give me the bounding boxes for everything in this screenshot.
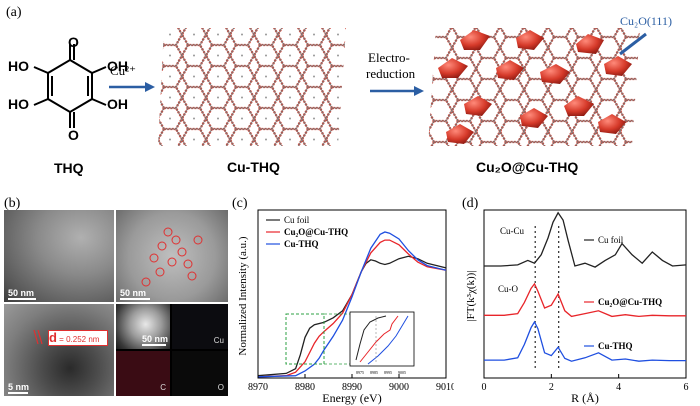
tem-image-1: 50 nm bbox=[4, 210, 114, 302]
xanes-chart: 8970 8980 8990 9000 9010 Energy (eV) Normali… bbox=[237, 209, 454, 405]
map-cu-label: Cu bbox=[213, 336, 224, 345]
electro-label-1: Electro- bbox=[368, 50, 410, 65]
exafs-legend-1: Cu₂O@Cu-THQ bbox=[598, 297, 662, 307]
exafs-ylabel: |FT(k³χ(k))| bbox=[465, 270, 477, 321]
arrow-cu bbox=[109, 82, 155, 92]
xanes-tick-label-3: 9000 bbox=[389, 382, 409, 393]
inset-curve-foil bbox=[355, 315, 387, 361]
inset-tick-0: 8975 bbox=[356, 370, 364, 375]
thq-molecule bbox=[33, 44, 107, 128]
exafs-series-0 bbox=[484, 211, 687, 268]
xanes-tick-label-4: 9010 bbox=[436, 382, 454, 393]
product-label: Cu₂O@Cu-THQ bbox=[476, 159, 579, 175]
zoom-box bbox=[285, 313, 325, 365]
cu2o-cu-thq-framework bbox=[428, 28, 647, 146]
panel-a-label: (a) bbox=[6, 5, 22, 20]
exafs-xlabel: R (Å) bbox=[571, 391, 599, 405]
exafs-tick-label-2: 4 bbox=[616, 382, 621, 393]
xanes-tick-label-0: 8970 bbox=[248, 382, 268, 393]
xanes-legend-2: Cu-THQ bbox=[284, 239, 319, 249]
inset-curves bbox=[355, 315, 409, 365]
cu-ion-label: Cu²⁺ bbox=[110, 63, 136, 78]
exafs-tick-label-3: 6 bbox=[684, 382, 689, 393]
exafs-chart: 0 2 4 6 R (Å) |FT(k³χ(k))| Cu-Cu Cu-O Cu fo… bbox=[465, 209, 689, 405]
thq-label: THQ bbox=[54, 160, 84, 176]
exafs-legend: Cu foil Cu₂O@Cu-THQ Cu-THQ bbox=[584, 235, 662, 351]
xanes-legend-1: Cu₂O@Cu-THQ bbox=[284, 227, 348, 237]
mol-ho-bottom: HO bbox=[8, 96, 29, 112]
exafs-tick-label-1: 2 bbox=[549, 382, 554, 393]
cu2o-particles bbox=[438, 30, 632, 144]
panel-d-label: (d) bbox=[462, 196, 479, 211]
panel-c-label: (c) bbox=[232, 196, 248, 211]
scalebar-1 bbox=[8, 298, 36, 300]
tem-image-2: 50 nm bbox=[116, 210, 228, 302]
particle-circles bbox=[141, 227, 203, 287]
inset-curve-cu2o bbox=[359, 315, 399, 363]
inset-tick-1: 8985 bbox=[370, 370, 378, 375]
mol-ho-top: HO bbox=[8, 58, 29, 74]
tem-scale-label-4: 50 nm bbox=[142, 334, 169, 344]
xanes-legend: Cu foil Cu₂O@Cu-THQ Cu-THQ bbox=[266, 215, 348, 249]
mol-oh-top: OH bbox=[107, 58, 128, 74]
scalebar-4 bbox=[142, 344, 166, 346]
scalebar-3 bbox=[8, 392, 28, 394]
cu-thq-label: Cu-THQ bbox=[227, 159, 280, 175]
scalebar-2 bbox=[120, 298, 150, 300]
inset-tick-2: 8995 bbox=[384, 370, 392, 375]
tem-scale-label-3: 5 nm bbox=[8, 382, 30, 392]
cu-thq-framework bbox=[158, 28, 346, 146]
arrow-reduction bbox=[370, 86, 424, 96]
hrtem-image: d = 0.252 nm 5 nm bbox=[4, 304, 114, 396]
d-spacing-box: d = 0.252 nm bbox=[48, 330, 108, 346]
map-c-label: C bbox=[160, 383, 166, 392]
eds-map-c: C bbox=[116, 351, 170, 396]
mol-o-top: O bbox=[68, 34, 79, 50]
eds-map-cu: Cu bbox=[172, 304, 228, 349]
xanes-inset bbox=[349, 311, 415, 367]
exafs-legend-0: Cu foil bbox=[598, 235, 624, 245]
inset-curve-cuthq bbox=[367, 315, 409, 365]
exafs-tick-label-0: 0 bbox=[482, 382, 487, 393]
xanes-legend-0: Cu foil bbox=[284, 215, 310, 225]
exafs-series-1 bbox=[484, 282, 686, 318]
panel-b-label: (b) bbox=[4, 196, 21, 211]
d-spacing-value: = 0.252 nm bbox=[56, 335, 100, 344]
lattice-marks bbox=[33, 329, 43, 345]
xanes-tick-label-1: 8980 bbox=[295, 382, 315, 393]
map-o-label: O bbox=[217, 383, 224, 392]
electro-label-2: reduction bbox=[366, 66, 416, 81]
xanes-xlabel: Energy (eV) bbox=[322, 391, 381, 405]
mol-o-bottom: O bbox=[68, 127, 79, 143]
eds-haadf: 50 nm bbox=[116, 304, 170, 349]
eds-map-o: O bbox=[172, 351, 228, 396]
cu2o-facet-label: Cu₂O(111) bbox=[620, 14, 672, 28]
xanes-series-1 bbox=[257, 239, 447, 378]
exafs-series-2 bbox=[484, 320, 686, 362]
inset-tick-3: 9005 bbox=[398, 370, 406, 375]
xanes-ylabel: Normalized Intensity (a.u.) bbox=[237, 236, 249, 355]
eds-maps: 50 nm Cu C O bbox=[116, 304, 228, 396]
exafs-plot-frame bbox=[483, 209, 687, 379]
annot-cu-cu: Cu-Cu bbox=[500, 226, 525, 236]
mol-oh-bottom: OH bbox=[107, 96, 128, 112]
tem-scale-label-2: 50 nm bbox=[120, 288, 147, 298]
tem-scale-label-1: 50 nm bbox=[8, 288, 35, 298]
d-spacing-letter: d bbox=[49, 330, 57, 345]
xanes-tick-label-2: 8990 bbox=[342, 382, 362, 393]
exafs-legend-2: Cu-THQ bbox=[598, 341, 633, 351]
annot-cu-o: Cu-O bbox=[498, 284, 519, 294]
